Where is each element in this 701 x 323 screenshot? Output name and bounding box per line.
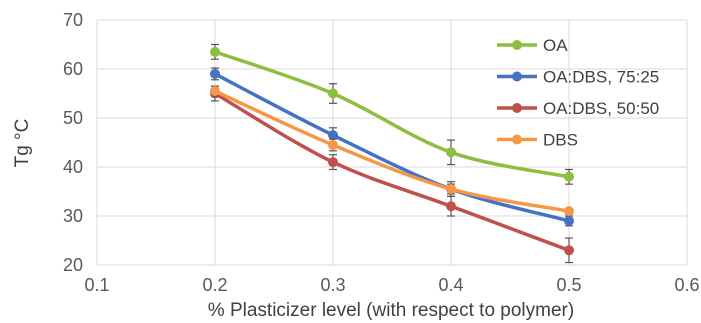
x-tick-label: 0.2 bbox=[202, 275, 227, 295]
data-point bbox=[210, 86, 220, 97]
y-axis-label: Tg °C bbox=[12, 119, 33, 168]
series-layer bbox=[210, 43, 574, 264]
data-point bbox=[328, 88, 338, 99]
y-tick-label: 40 bbox=[63, 157, 83, 177]
series-line bbox=[214, 91, 570, 252]
x-tick-label: 0.4 bbox=[438, 275, 463, 295]
data-point bbox=[328, 139, 338, 150]
y-tick-label: 20 bbox=[63, 255, 83, 275]
series-line bbox=[214, 89, 570, 213]
data-point bbox=[446, 147, 456, 158]
data-point bbox=[210, 68, 220, 79]
series-oa bbox=[210, 43, 574, 185]
x-tick-labels: 0.1 0.2 0.3 0.4 0.5 0.6 bbox=[84, 275, 699, 295]
x-tick-label: 0.5 bbox=[556, 275, 581, 295]
y-tick-label: 70 bbox=[63, 10, 83, 30]
series-line bbox=[214, 72, 570, 223]
legend-entry: DBS bbox=[497, 131, 578, 150]
x-tick-label: 0.1 bbox=[84, 275, 109, 295]
data-point bbox=[564, 206, 574, 217]
y-tick-label: 50 bbox=[63, 108, 83, 128]
y-tick-label: 60 bbox=[63, 59, 83, 79]
data-point bbox=[564, 245, 574, 256]
legend-swatch-marker bbox=[512, 134, 522, 145]
legend-swatch-marker bbox=[512, 40, 522, 50]
legend-label: OA:DBS, 75:25 bbox=[543, 68, 659, 87]
legend: OA OA:DBS, 75:25 OA:DBS, 50:50 DBS bbox=[497, 36, 659, 150]
data-point bbox=[328, 157, 338, 168]
legend-label: DBS bbox=[543, 131, 578, 150]
data-point bbox=[210, 46, 220, 57]
x-tick-label: 0.3 bbox=[320, 275, 345, 295]
y-tick-label: 30 bbox=[63, 206, 83, 226]
data-point bbox=[446, 184, 456, 195]
series-dbs bbox=[210, 85, 574, 217]
legend-swatch-marker bbox=[512, 71, 522, 82]
data-point bbox=[564, 171, 574, 182]
data-point bbox=[564, 215, 574, 226]
legend-label: OA bbox=[543, 36, 568, 55]
x-tick-label: 0.6 bbox=[674, 275, 699, 295]
x-axis-label: % Plasticizer level (with respect to pol… bbox=[208, 300, 574, 321]
legend-entry: OA:DBS, 75:25 bbox=[497, 68, 659, 87]
data-point bbox=[328, 130, 338, 141]
y-tick-labels: 20 30 40 50 60 70 bbox=[63, 10, 83, 275]
grid bbox=[96, 19, 688, 266]
legend-label: OA:DBS, 50:50 bbox=[543, 99, 659, 118]
legend-entry: OA bbox=[497, 36, 568, 55]
legend-swatch-marker bbox=[512, 103, 522, 113]
data-point bbox=[446, 201, 456, 212]
series-line bbox=[214, 50, 570, 179]
legend-entry: OA:DBS, 50:50 bbox=[497, 99, 659, 118]
